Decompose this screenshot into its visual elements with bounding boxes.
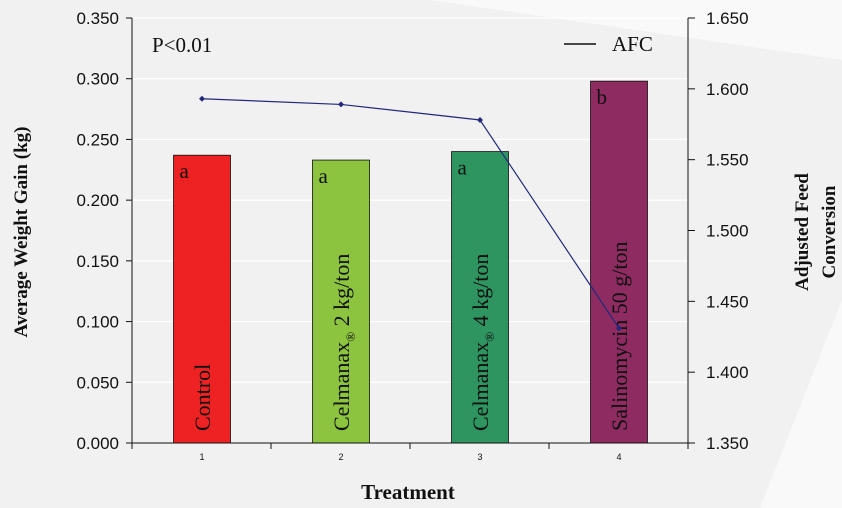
background-shape: [430, 0, 842, 60]
y-tick-label: 0.250: [76, 130, 119, 149]
y2-tick-label: 1.500: [706, 222, 749, 241]
y2-tick-label: 1.400: [706, 363, 749, 382]
y-tick-label: 0.050: [76, 373, 119, 392]
bar: [312, 159, 370, 444]
y2-tick-label: 1.450: [706, 292, 749, 311]
afc-point: [338, 101, 344, 108]
y2-tick-label: 1.550: [706, 151, 749, 170]
bar-label: Control: [190, 364, 215, 431]
y-tick-label: 0.150: [76, 252, 119, 271]
y-tick-label: 0.350: [76, 9, 119, 28]
bar-label: Celmanax® 2 kg/ton: [329, 254, 358, 431]
y2-tick-label: 1.350: [706, 434, 749, 453]
y-tick-label: 0.100: [76, 313, 119, 332]
bar-significance-letter: a: [458, 156, 468, 180]
afc-series-line: [201, 98, 620, 329]
axes: 0.000 0.050 0.100 0.150 0.200 0.250 0.300 0.350…: [76, 9, 748, 462]
y2-tick-label: 1.650: [706, 9, 749, 28]
x-tick-label: 4: [616, 452, 621, 462]
background-shape: [760, 300, 842, 508]
afc-line: [199, 95, 622, 332]
legend-label: AFC: [612, 32, 653, 56]
legend: AFC: [564, 32, 653, 56]
y2-axis-title-line1: Adjusted Feed: [792, 173, 813, 291]
bar-label: Salinomycin 50 g/ton: [607, 242, 632, 431]
afc-point: [199, 95, 205, 102]
afc-point: [477, 117, 483, 123]
significance-annotation: P<0.01: [152, 33, 212, 57]
y-tick-label: 0.200: [76, 191, 119, 210]
bar: [590, 80, 648, 444]
bar-significance-letter: a: [319, 164, 329, 188]
y2-tick-label: 1.600: [706, 80, 749, 99]
afc-point: [616, 325, 622, 332]
y-axis-title: Average Weight Gain (kg): [11, 127, 32, 338]
y-tick-label: 0.300: [76, 70, 119, 89]
x-tick-label: 3: [477, 452, 482, 462]
bars: a Control a Celmanax® 2 kg/ton a Celmanax® 4 …: [173, 80, 648, 444]
x-tick-label: 1: [199, 452, 204, 462]
y2-axis-title-line2: Conversion: [819, 185, 840, 278]
bar-significance-letter: b: [597, 85, 608, 109]
bar: [451, 151, 509, 444]
bar-label: Celmanax® 4 kg/ton: [468, 254, 497, 431]
bar-significance-letter: a: [180, 159, 190, 183]
x-tick-label: 2: [338, 452, 343, 462]
y-tick-label: 0.000: [76, 434, 119, 453]
x-axis-title: Treatment: [361, 480, 455, 504]
